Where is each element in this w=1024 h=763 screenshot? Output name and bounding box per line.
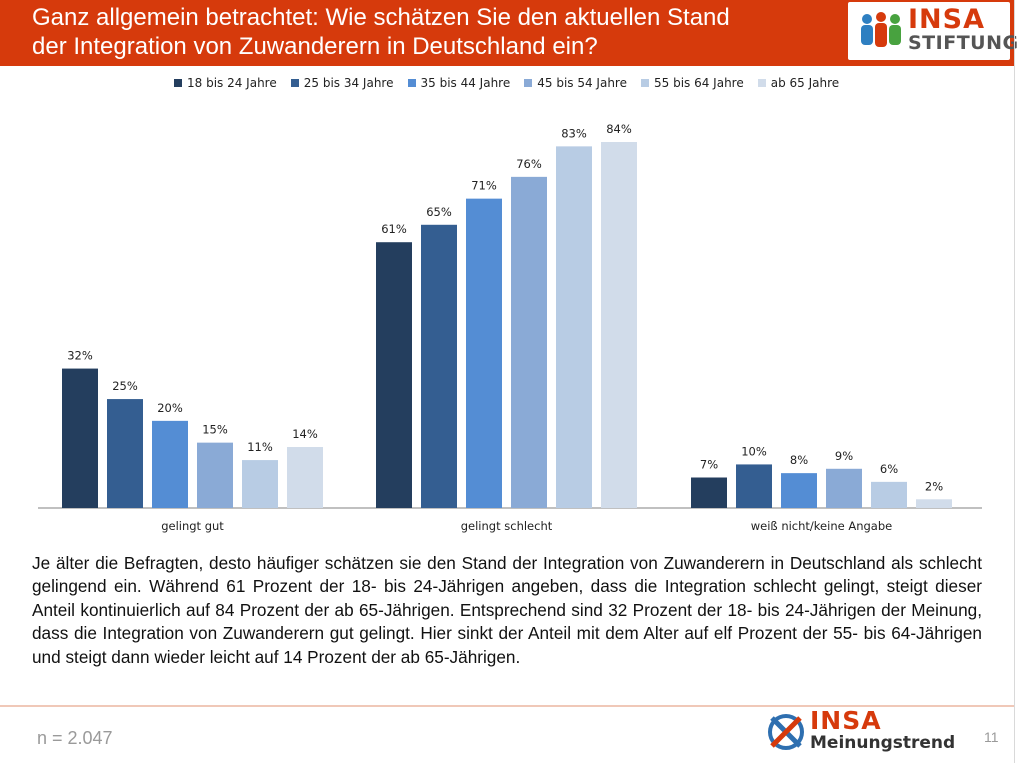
logo-subtitle: STIFTUNG bbox=[908, 32, 1019, 54]
page-title-line-2: der Integration von Zuwanderern in Deuts… bbox=[32, 33, 598, 60]
legend-label: ab 65 Jahre bbox=[770, 76, 840, 90]
data-label: 65% bbox=[426, 205, 452, 219]
category-label: weiß nicht/keine Angabe bbox=[751, 519, 892, 533]
chart-legend: 18 bis 24 Jahre 25 bis 34 Jahre 35 bis 44 … bbox=[174, 76, 853, 92]
data-label: 32% bbox=[67, 349, 93, 363]
legend-label: 25 bis 34 Jahre bbox=[303, 76, 394, 90]
bar bbox=[152, 420, 188, 508]
data-label: 76% bbox=[516, 157, 542, 171]
data-label: 14% bbox=[292, 427, 318, 441]
bar bbox=[421, 224, 457, 509]
page-title-line-1: Ganz allgemein betrachtet: Wie schätzen … bbox=[32, 4, 730, 31]
page-title: Ganz allgemein betrachtet: Wie schätzen … bbox=[32, 3, 832, 61]
legend-item: 55 bis 64 Jahre bbox=[641, 76, 744, 90]
data-label: 83% bbox=[561, 126, 587, 140]
data-label: 11% bbox=[247, 440, 273, 454]
legend-swatch bbox=[407, 79, 416, 87]
legend-swatch bbox=[290, 79, 299, 87]
bar bbox=[871, 481, 907, 508]
data-label: 9% bbox=[835, 449, 853, 463]
legend-swatch bbox=[524, 79, 533, 87]
legend-item: 25 bis 34 Jahre bbox=[290, 76, 394, 90]
footer-divider bbox=[0, 705, 1014, 707]
bar bbox=[197, 442, 233, 508]
category-label: gelingt schlecht bbox=[461, 519, 553, 533]
people-icon bbox=[861, 12, 901, 47]
data-label: 6% bbox=[880, 462, 898, 476]
bar bbox=[601, 142, 637, 508]
sample-size: n = 2.047 bbox=[37, 728, 113, 748]
bar bbox=[691, 477, 727, 508]
legend-swatch bbox=[641, 79, 649, 87]
header-bar: Ganz allgemein betrachtet: Wie schätzen … bbox=[0, 0, 1018, 66]
legend-label: 45 bis 54 Jahre bbox=[537, 76, 627, 90]
data-label: 15% bbox=[202, 423, 228, 437]
logo-brand: INSA bbox=[908, 4, 985, 35]
insa-x-icon bbox=[768, 714, 804, 750]
insa-stiftung-logo: INSA STIFTUNG bbox=[848, 2, 1018, 60]
legend-swatch bbox=[174, 79, 182, 87]
legend-label: 55 bis 64 Jahre bbox=[654, 76, 744, 90]
data-label: 71% bbox=[471, 179, 497, 193]
insa-meinungstrend-logo: INSA Meinungstrend bbox=[766, 708, 966, 760]
bar bbox=[62, 368, 98, 508]
bar bbox=[781, 473, 817, 508]
bar bbox=[826, 468, 862, 508]
data-label: 2% bbox=[925, 479, 943, 493]
right-border bbox=[1014, 0, 1015, 763]
legend-item: ab 65 Jahre bbox=[757, 76, 840, 90]
bar bbox=[466, 198, 502, 508]
data-label: 61% bbox=[381, 222, 407, 236]
bar bbox=[107, 399, 143, 508]
data-label: 20% bbox=[157, 401, 183, 415]
legend-item: 45 bis 54 Jahre bbox=[524, 76, 627, 90]
data-label: 10% bbox=[741, 444, 767, 458]
bar bbox=[736, 464, 772, 508]
summary-text: Je älter die Befragten, desto häufiger s… bbox=[32, 553, 982, 667]
bar bbox=[287, 447, 323, 508]
bar-chart: 32% 25% 20% 15% 11% 14% gelingt gut 61% 65% 71% 76… bbox=[38, 122, 982, 533]
legend-item: 18 bis 24 Jahre bbox=[174, 76, 277, 90]
footer-logo-subtitle: Meinungstrend bbox=[810, 733, 956, 753]
bar bbox=[511, 176, 547, 508]
category-label: gelingt gut bbox=[161, 519, 224, 533]
legend-label: 18 bis 24 Jahre bbox=[187, 76, 277, 90]
bar bbox=[556, 146, 592, 508]
legend-swatch bbox=[757, 79, 766, 87]
bar bbox=[376, 242, 412, 508]
data-label: 25% bbox=[112, 379, 138, 393]
data-label: 7% bbox=[700, 458, 718, 472]
data-label: 8% bbox=[790, 453, 808, 467]
bar bbox=[242, 460, 278, 508]
legend-label: 35 bis 44 Jahre bbox=[420, 76, 511, 90]
bar bbox=[916, 499, 952, 508]
legend-item: 35 bis 44 Jahre bbox=[407, 76, 511, 90]
data-label: 84% bbox=[606, 122, 632, 136]
page-number: 11 bbox=[984, 729, 999, 745]
footer-logo-brand: INSA bbox=[810, 706, 882, 735]
